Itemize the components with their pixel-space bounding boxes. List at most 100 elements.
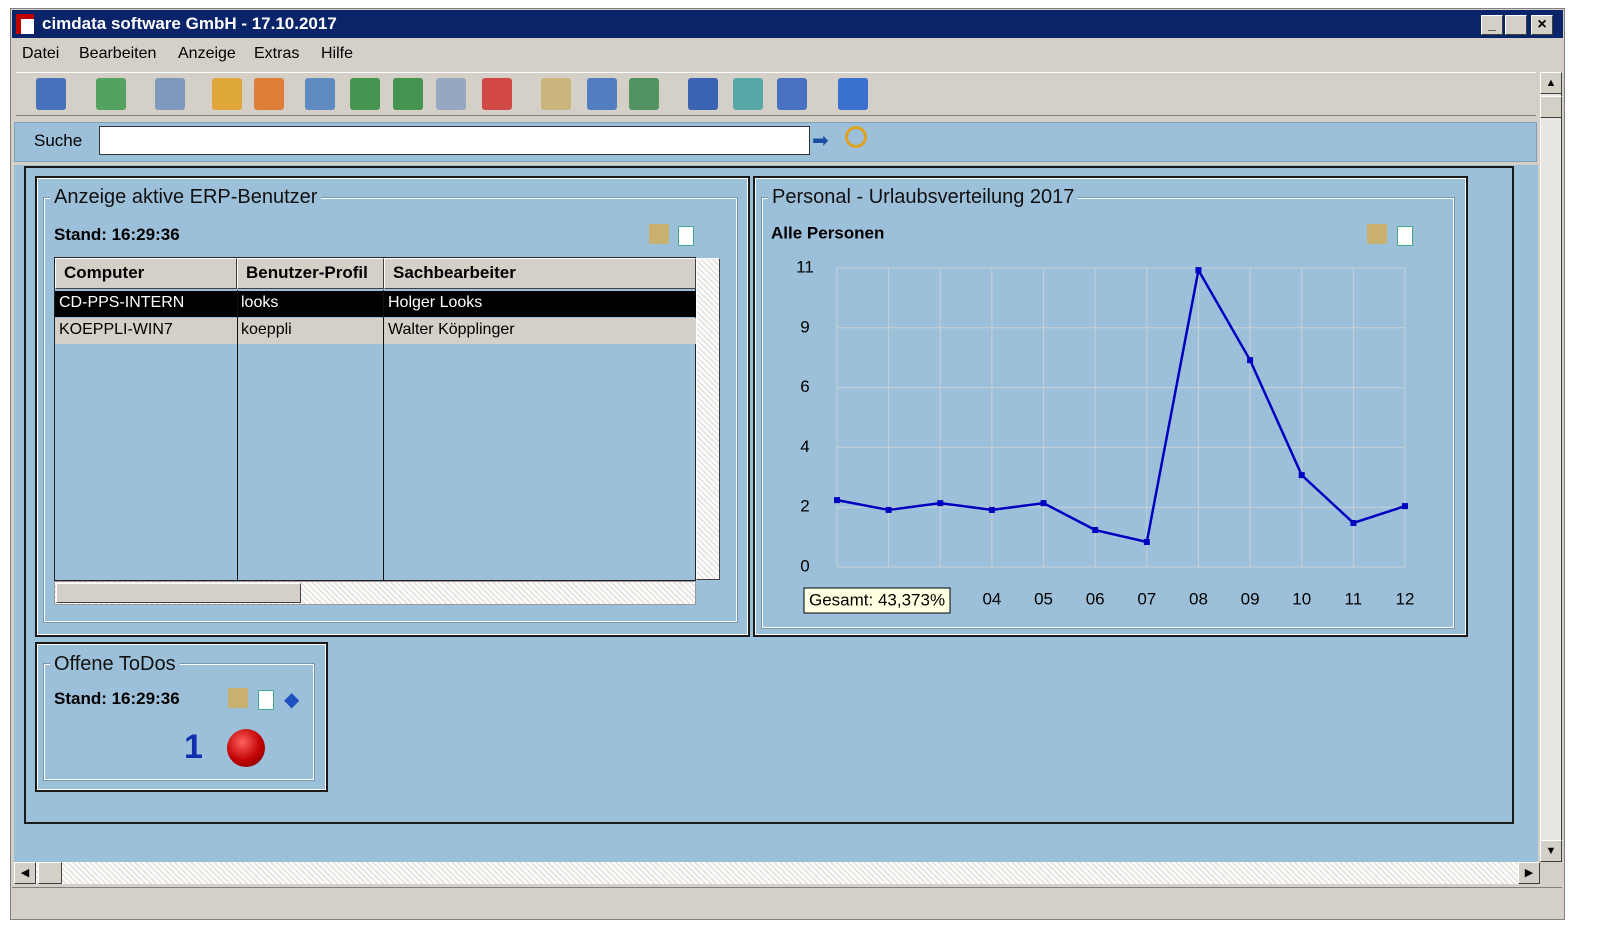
refresh-icon[interactable] <box>258 690 274 710</box>
toolbar-button[interactable] <box>155 78 185 110</box>
table-vscroll[interactable] <box>696 258 720 580</box>
toolbar-button[interactable] <box>212 78 242 110</box>
table-cell: koeppli <box>241 321 292 338</box>
column-header: Benutzer-Profil <box>237 258 384 289</box>
settings-icon[interactable] <box>649 224 669 244</box>
hscroll-thumb[interactable] <box>38 862 62 884</box>
column-divider <box>383 290 384 580</box>
settings-icon[interactable] <box>1367 224 1387 244</box>
chart-title: Personal - Urlaubsverteilung 2017 <box>768 186 1079 209</box>
user-table <box>54 257 696 581</box>
table-cell: CD-PPS-INTERN <box>59 294 185 311</box>
scroll-right[interactable]: ▶ <box>1518 862 1540 884</box>
scroll-thumb[interactable] <box>1540 96 1562 118</box>
x-tick-label: 09 <box>1241 589 1260 608</box>
window-hscroll[interactable] <box>14 862 1540 884</box>
menu-item[interactable]: Anzeige <box>178 45 236 62</box>
table-cell: looks <box>241 294 279 311</box>
table-cell: KOEPPLI-WIN7 <box>59 321 173 338</box>
toolbar-button[interactable] <box>541 78 571 110</box>
toolbar-button[interactable] <box>254 78 284 110</box>
toolbar-button[interactable] <box>96 78 126 110</box>
tooltip: Gesamt: 43,373% <box>809 590 945 609</box>
data-point <box>988 506 995 513</box>
column-header: Computer <box>55 258 237 289</box>
toolbar-button[interactable] <box>482 78 512 110</box>
menu-item[interactable]: Bearbeiten <box>79 45 157 62</box>
title-bar: cimdata software GmbH - 17.10.2017 <box>12 10 1563 38</box>
y-tick-label: 4 <box>800 437 809 456</box>
search-go[interactable]: ➡ <box>812 130 829 152</box>
data-point <box>1402 503 1408 510</box>
toolbar-button[interactable] <box>688 78 718 110</box>
todo-count: 1 <box>184 728 203 766</box>
data-point <box>1195 267 1202 274</box>
data-point <box>1247 357 1254 364</box>
x-tick-label: 12 <box>1396 589 1415 608</box>
todo-panel <box>35 642 328 792</box>
window-title: cimdata software GmbH - 17.10.2017 <box>42 14 337 33</box>
chart-subtitle: Alle Personen <box>771 223 884 242</box>
toolbar-button[interactable] <box>777 78 807 110</box>
menu-item[interactable]: Hilfe <box>321 45 354 62</box>
maximize-button[interactable] <box>1505 15 1527 35</box>
table-row[interactable] <box>55 318 696 344</box>
data-point <box>1298 472 1305 479</box>
menu-item[interactable]: Datei <box>22 45 60 62</box>
data-point <box>1350 519 1357 526</box>
status-indicator <box>227 729 265 767</box>
x-tick-label: 06 <box>1086 589 1105 608</box>
table-hscroll-thumb[interactable] <box>56 583 301 603</box>
y-tick-label: 11 <box>796 257 814 276</box>
x-tick-label: 10 <box>1292 589 1311 608</box>
toolbar-button[interactable] <box>629 78 659 110</box>
data-point <box>1143 538 1150 545</box>
toolbar-button[interactable] <box>350 78 380 110</box>
menu-item[interactable]: Extras <box>254 45 300 62</box>
toolbar-button[interactable] <box>733 78 763 110</box>
erp-group <box>43 197 738 623</box>
table-cell: Walter Köpplinger <box>388 321 515 338</box>
refresh-icon[interactable] <box>1397 226 1413 246</box>
erp-title: Anzeige aktive ERP-Benutzer <box>50 186 322 209</box>
toolbar-button[interactable] <box>587 78 617 110</box>
table-row[interactable] <box>55 291 696 317</box>
scroll-left[interactable]: ◀ <box>14 862 36 884</box>
y-tick-label: 2 <box>800 497 809 516</box>
refresh-icon[interactable] <box>678 226 694 246</box>
table-cell: Holger Looks <box>388 294 483 311</box>
toolbar-button[interactable] <box>838 78 868 110</box>
app-icon <box>16 14 34 34</box>
erp-panel <box>35 176 750 637</box>
chart-group <box>761 197 1455 629</box>
column-divider <box>237 290 238 580</box>
x-tick-label: 08 <box>1189 589 1208 608</box>
toolbar-button[interactable] <box>305 78 335 110</box>
scroll-up[interactable]: ▲ <box>1540 72 1562 94</box>
chart-panel <box>753 176 1468 637</box>
y-tick-label: 0 <box>800 556 809 575</box>
tooltip-box <box>803 587 951 614</box>
minimize-button[interactable]: _ <box>1481 15 1503 35</box>
x-tick-label: 04 <box>982 589 1001 608</box>
data-point <box>1040 500 1047 507</box>
close-button[interactable]: × <box>1531 15 1553 35</box>
todo-stand: Stand: 16:29:36 <box>54 689 180 708</box>
search-label: Suche <box>34 131 83 150</box>
toolbar <box>16 72 1536 116</box>
toolbar-button[interactable] <box>36 78 66 110</box>
toolbar-button[interactable] <box>436 78 466 110</box>
erp-stand: Stand: 16:29:36 <box>54 225 180 244</box>
settings-icon[interactable] <box>228 688 248 708</box>
open-icon[interactable]: ◆ <box>284 689 300 711</box>
search-icon[interactable] <box>845 126 867 148</box>
x-tick-label: 11 <box>1345 589 1363 608</box>
scroll-down[interactable]: ▼ <box>1540 840 1562 862</box>
status-bar <box>12 887 1562 917</box>
search-input[interactable] <box>99 126 810 155</box>
toolbar-button[interactable] <box>393 78 423 110</box>
y-tick-label: 9 <box>800 317 809 336</box>
data-point <box>834 497 840 504</box>
